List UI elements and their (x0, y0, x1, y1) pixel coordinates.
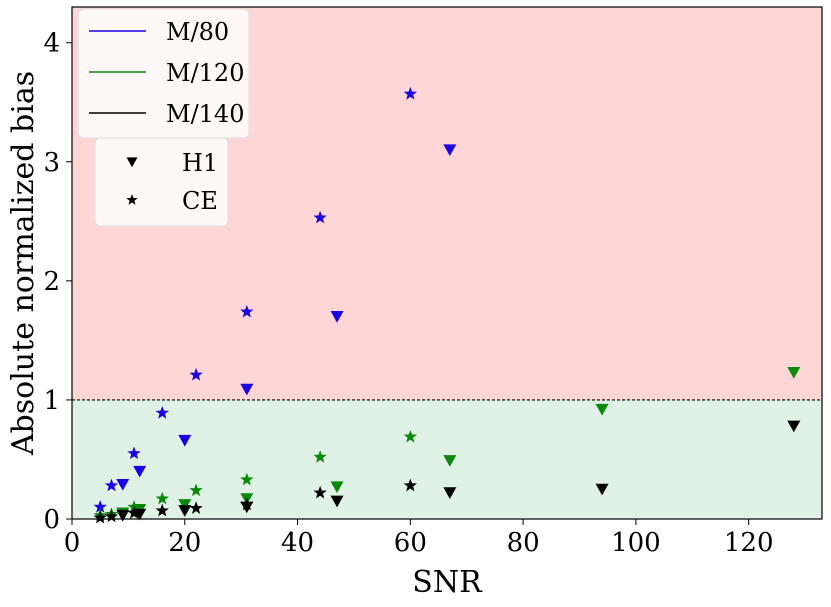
y-axis-ticks: 0 1 2 3 4 (43, 29, 72, 535)
x-tick-label: 80 (507, 528, 540, 558)
y-axis-label: Absolute normalized bias (6, 71, 41, 456)
point-m-120-ce (155, 491, 169, 505)
y-tick-label: 1 (43, 386, 60, 416)
data-points (93, 86, 801, 524)
point-m-140-ce (155, 503, 169, 517)
point-m-80-ce (93, 500, 107, 513)
color-legend: M/80 M/120 M/140 (77, 8, 250, 139)
point-m-80-ce (189, 367, 203, 381)
point-m-140-h1 (330, 495, 344, 508)
point-m-140-ce (127, 506, 141, 519)
legend-marker-h1 (126, 157, 138, 168)
point-m-140-ce (189, 501, 203, 514)
point-m-80-h1 (133, 465, 147, 478)
y-tick-label: 3 (43, 148, 60, 178)
point-m-80-ce (403, 86, 417, 100)
legend-label: M/80 (166, 18, 229, 46)
point-m-140-h1 (595, 483, 609, 496)
legend-label: H1 (182, 149, 218, 177)
point-m-120-h1 (787, 367, 801, 379)
point-m-140-ce (104, 509, 119, 523)
y-tick-label: 4 (43, 29, 60, 59)
legend-marker-ce (126, 194, 138, 205)
point-m-80-ce (240, 304, 254, 318)
x-axis-label: SNR (412, 565, 483, 600)
point-m-140-h1 (443, 487, 457, 499)
x-tick-label: 100 (611, 528, 661, 558)
point-m-120-h1 (330, 481, 344, 494)
point-m-140-h1 (178, 505, 192, 517)
x-tick-label: 0 (64, 528, 81, 558)
point-m-120-ce (313, 450, 327, 463)
point-m-80-h1 (240, 383, 254, 396)
x-tick-label: 40 (281, 528, 314, 558)
point-m-120-ce (240, 472, 254, 486)
point-m-140-ce (403, 478, 417, 492)
point-m-120-ce (189, 483, 203, 497)
marker-legend: H1 CE (94, 137, 229, 227)
point-m-140-ce (313, 485, 327, 499)
y-tick-label: 2 (43, 267, 60, 297)
point-m-80-ce (127, 446, 141, 460)
point-m-120-h1 (443, 455, 457, 467)
legend-label: M/120 (166, 59, 244, 87)
point-m-80-h1 (330, 311, 344, 323)
point-m-120-ce (403, 429, 417, 443)
plot-frame (71, 6, 823, 520)
x-axis-ticks: 0 20 40 60 80 100 120 (64, 519, 774, 558)
point-m-80-ce (104, 478, 119, 492)
point-m-140-ce (93, 510, 107, 524)
x-tick-label: 120 (724, 528, 774, 558)
legend-label: CE (182, 187, 218, 215)
point-m-80-h1 (443, 144, 457, 157)
point-m-80-ce (155, 406, 169, 419)
y-tick-label: 0 (43, 505, 60, 535)
point-m-80-ce (313, 210, 327, 224)
point-m-140-h1 (787, 420, 801, 433)
point-m-140-ce (240, 497, 254, 511)
legend-label: M/140 (166, 100, 244, 128)
x-tick-label: 60 (394, 528, 427, 558)
point-m-120-h1 (595, 403, 609, 416)
point-m-80-h1 (116, 478, 130, 491)
point-m-120-h1 (178, 499, 192, 511)
x-tick-label: 20 (168, 528, 201, 558)
point-m-80-h1 (178, 434, 192, 447)
point-m-140-h1 (116, 509, 130, 522)
